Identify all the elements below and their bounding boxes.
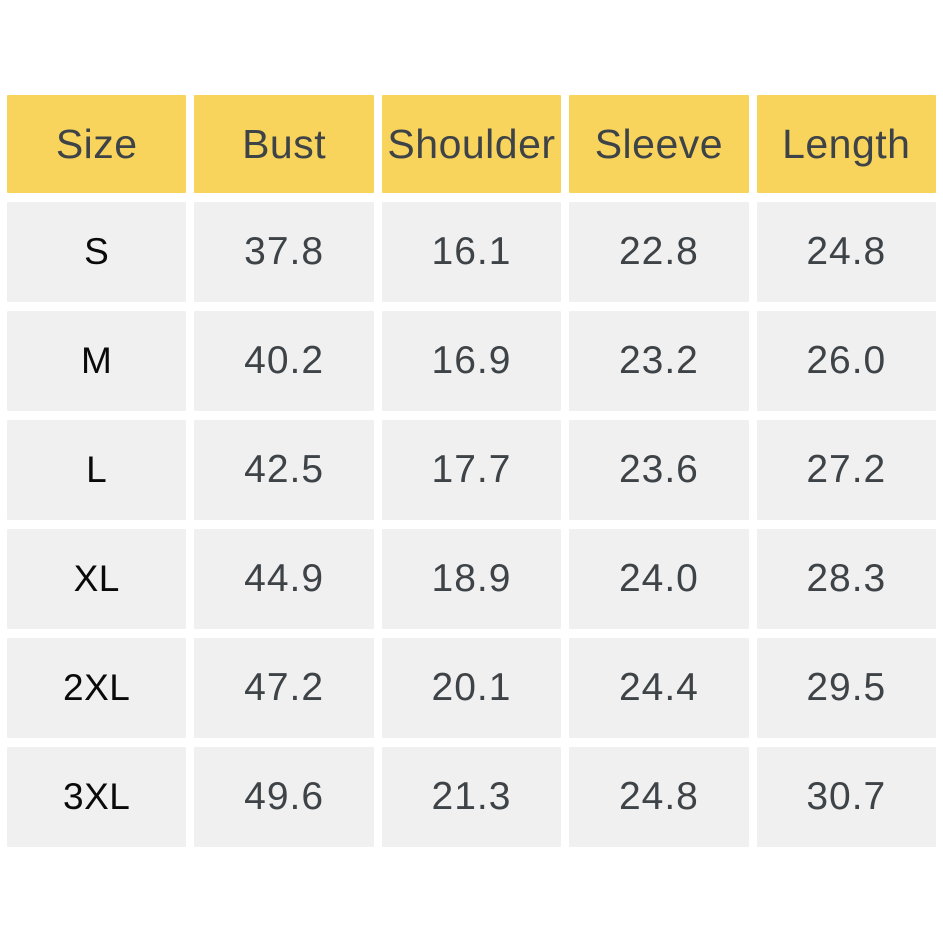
bust-value: 37.8 — [194, 202, 374, 302]
length-value: 26.0 — [756, 311, 936, 411]
header-sleeve: Sleeve — [569, 95, 749, 193]
length-value: 27.2 — [756, 420, 936, 520]
shoulder-value: 18.9 — [381, 529, 562, 629]
header-shoulder: Shoulder — [381, 95, 562, 193]
length-value: 29.5 — [756, 638, 936, 738]
size-label: M — [7, 311, 187, 411]
sleeve-value: 24.0 — [569, 529, 749, 629]
sleeve-value: 24.8 — [569, 747, 749, 847]
length-value: 28.3 — [756, 529, 936, 629]
bust-value: 49.6 — [194, 747, 374, 847]
sleeve-value: 24.4 — [569, 638, 749, 738]
size-chart-table: Size Bust Shoulder Sleeve Length S 37.8 … — [7, 95, 936, 847]
shoulder-value: 20.1 — [381, 638, 562, 738]
sleeve-value: 23.6 — [569, 420, 749, 520]
shoulder-value: 16.9 — [381, 311, 562, 411]
length-value: 24.8 — [756, 202, 936, 302]
sleeve-value: 23.2 — [569, 311, 749, 411]
size-label: 3XL — [7, 747, 187, 847]
bust-value: 42.5 — [194, 420, 374, 520]
header-size: Size — [7, 95, 187, 193]
shoulder-value: 17.7 — [381, 420, 562, 520]
size-label: L — [7, 420, 187, 520]
bust-value: 40.2 — [194, 311, 374, 411]
shoulder-value: 21.3 — [381, 747, 562, 847]
bust-value: 47.2 — [194, 638, 374, 738]
bust-value: 44.9 — [194, 529, 374, 629]
length-value: 30.7 — [756, 747, 936, 847]
shoulder-value: 16.1 — [381, 202, 562, 302]
size-label: S — [7, 202, 187, 302]
header-bust: Bust — [194, 95, 374, 193]
size-label: 2XL — [7, 638, 187, 738]
size-label: XL — [7, 529, 187, 629]
header-length: Length — [756, 95, 936, 193]
sleeve-value: 22.8 — [569, 202, 749, 302]
